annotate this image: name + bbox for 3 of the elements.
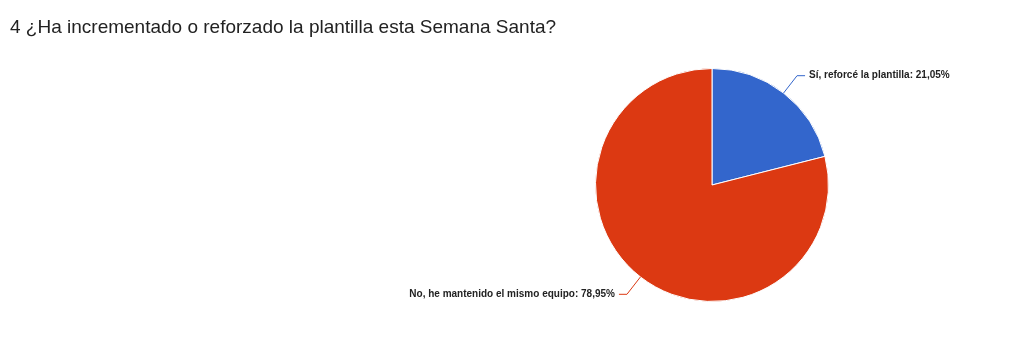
slice-label: Sí, reforcé la plantilla: 21,05% — [809, 69, 950, 81]
chart-title: 4 ¿Ha incrementado o reforzado la plantilla esta Semana Santa? — [10, 16, 557, 38]
slice-label: No, he mantenido el mismo equipo: 78,95% — [409, 288, 616, 300]
